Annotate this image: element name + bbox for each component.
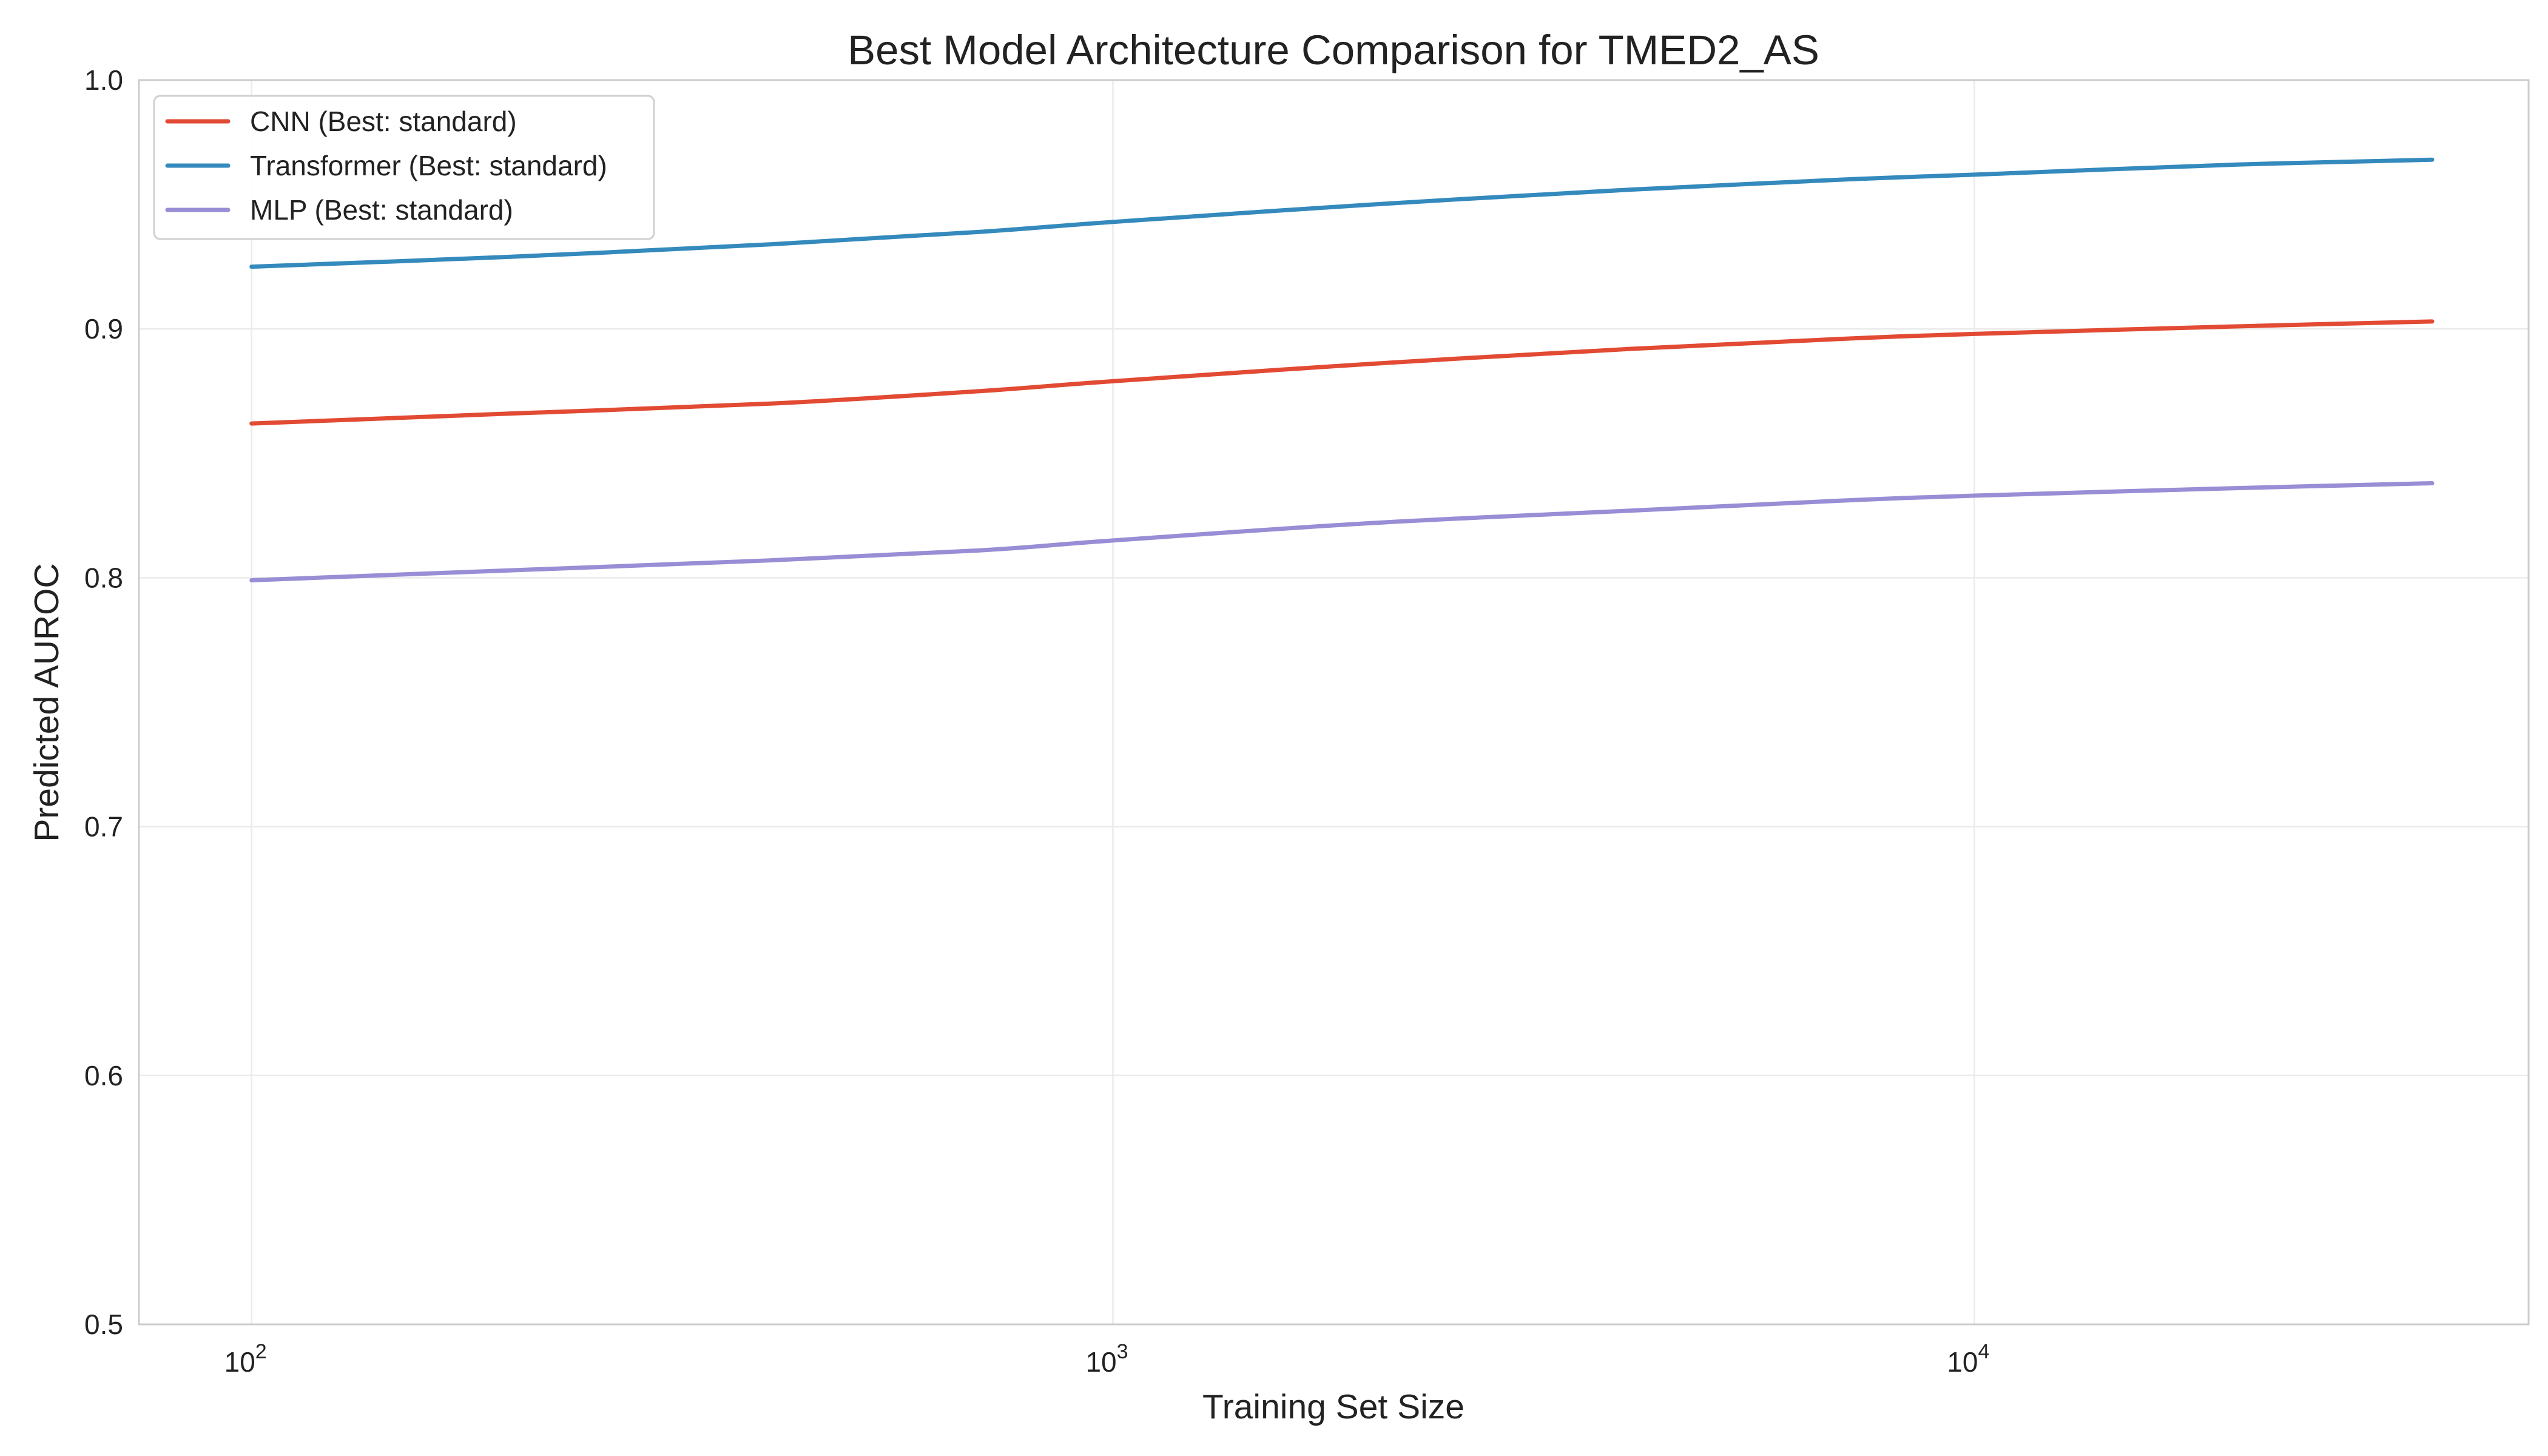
series-line-mlp [249, 481, 2435, 583]
x-tick-exponent: 4 [1978, 1340, 1990, 1363]
series-line-transformer [249, 157, 2435, 269]
y-axis-label: Predicted AUROC [27, 563, 66, 841]
legend-label: CNN (Best: standard) [250, 106, 517, 137]
y-tick-label: 0.8 [84, 562, 123, 593]
y-tick-label: 0.5 [84, 1309, 123, 1340]
x-tick-exponent: 2 [255, 1340, 267, 1363]
legend-label: MLP (Best: standard) [250, 194, 513, 226]
legend-items: CNN (Best: standard) Transformer (Best: s… [165, 106, 607, 226]
series-layer [249, 157, 2435, 583]
y-axis-ticks: 0.5 0.6 0.7 0.8 0.9 1.0 [84, 64, 123, 1340]
legend: CNN (Best: standard) Transformer (Best: s… [153, 95, 655, 240]
legend-label: Transformer (Best: standard) [250, 150, 607, 181]
y-tick-label: 0.9 [84, 313, 123, 345]
y-tick-label: 1.0 [84, 64, 123, 96]
x-tick-base: 10 [1085, 1346, 1116, 1378]
legend-frame [153, 95, 655, 240]
y-tick-label: 0.7 [84, 811, 123, 843]
x-tick-exponent: 3 [1117, 1340, 1128, 1363]
plot-area-frame [138, 79, 2530, 1326]
grid-layer [139, 79, 2529, 1326]
x-tick-label: 102 [224, 1340, 267, 1378]
x-tick-base: 10 [1947, 1346, 1978, 1378]
chart-title: Best Model Architecture Comparison for T… [848, 27, 1819, 73]
y-tick-label: 0.6 [84, 1060, 123, 1091]
series-line-cnn [249, 319, 2435, 426]
x-tick-base: 10 [224, 1346, 255, 1378]
x-tick-label: 103 [1085, 1340, 1128, 1378]
x-axis-label: Training Set Size [1202, 1387, 1464, 1426]
x-axis-ticks: 102 103 104 [224, 1340, 1990, 1378]
x-tick-label: 104 [1947, 1340, 1989, 1378]
